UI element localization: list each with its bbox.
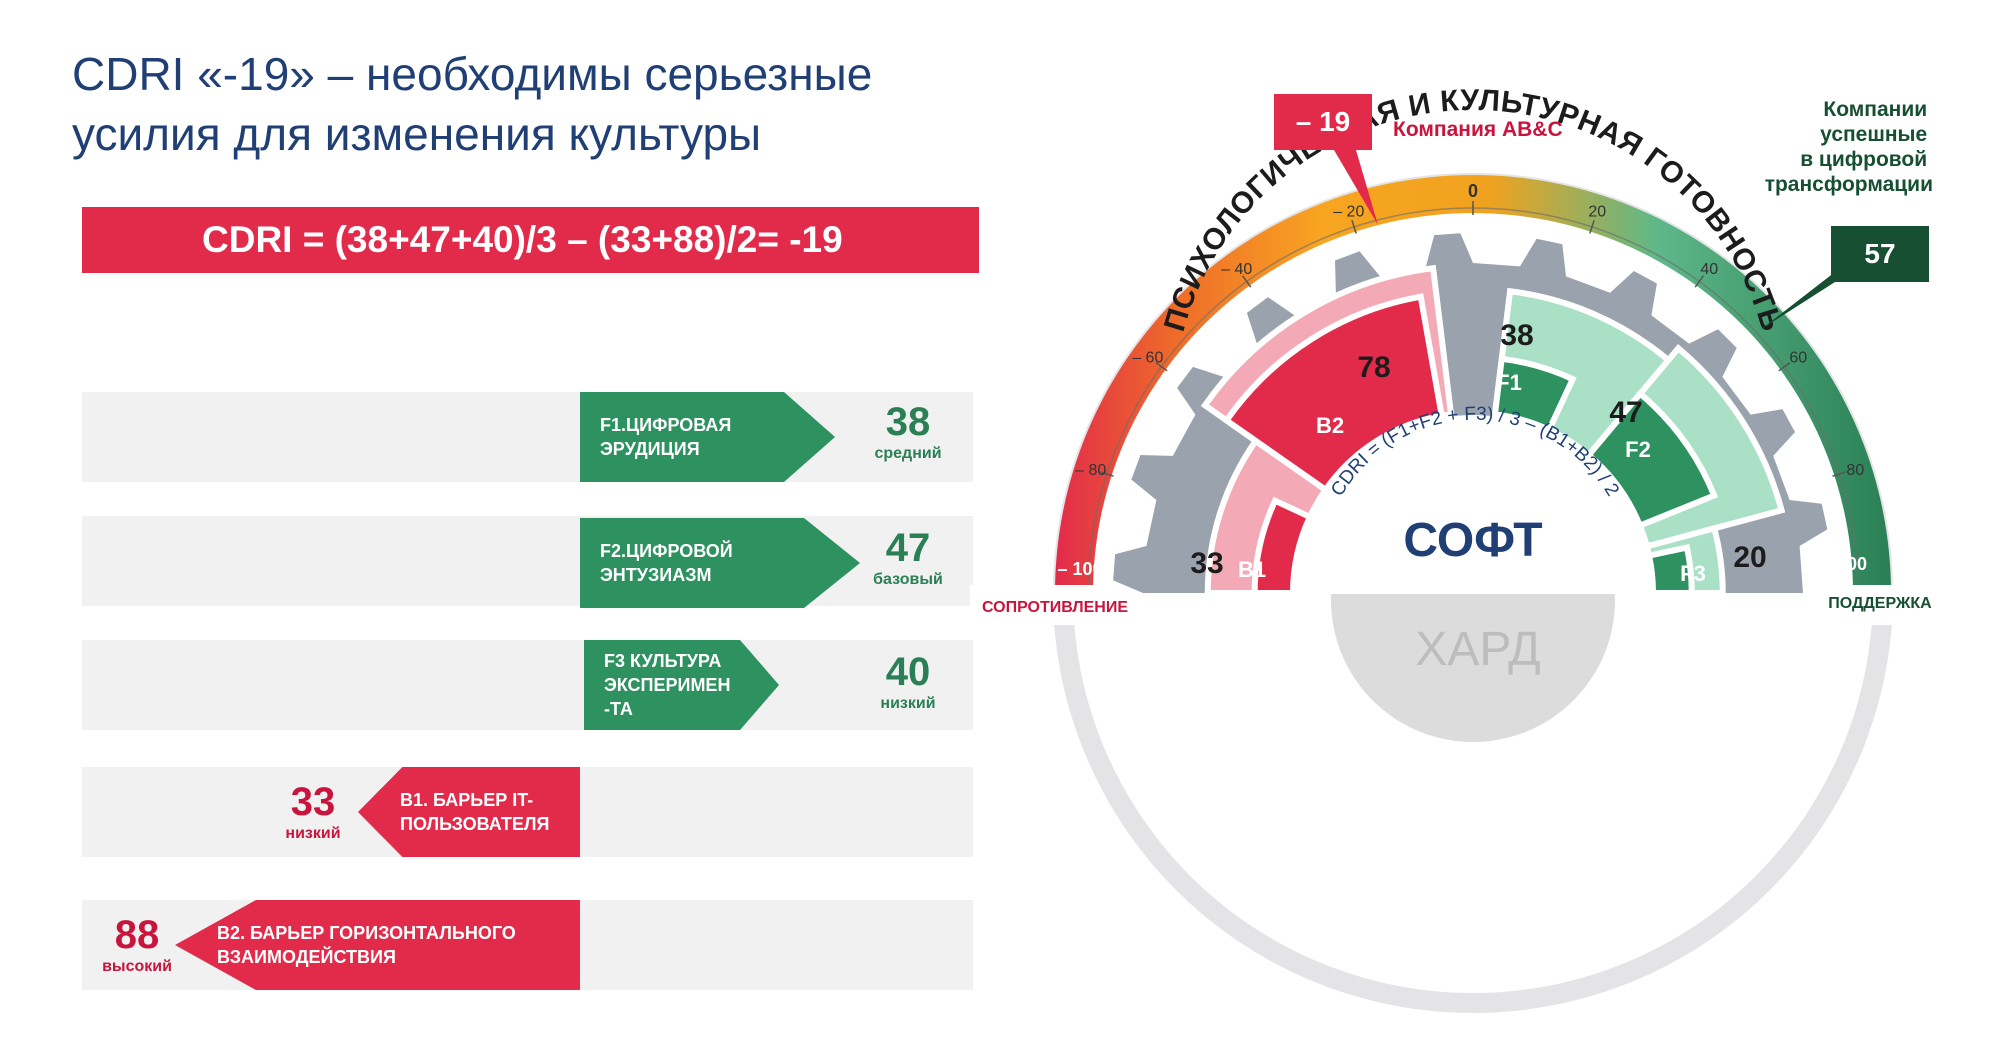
scale-tick-mark xyxy=(1694,275,1705,288)
segment-f1-name: F1 xyxy=(1496,370,1522,395)
page-title-line1: CDRI «-19» – необходимы серьезные xyxy=(72,48,873,100)
segment-f3-name: F3 xyxy=(1680,561,1706,586)
hard-label: ХАРД xyxy=(1415,623,1540,676)
soft-label: СОФТ xyxy=(1403,514,1542,567)
factor-tag-f2: F2.ЦИФРОВОЙ ЭНТУЗИАЗМ xyxy=(580,518,860,608)
scale-tick-mark xyxy=(1778,361,1791,372)
factor-score-b2-level: высокий xyxy=(102,958,172,975)
scale-tick-mark xyxy=(1241,275,1252,288)
factor-tag-f1-line2: ЭРУДИЦИЯ xyxy=(600,439,700,459)
segment-b2 xyxy=(1222,293,1446,494)
marker-company-label: Компания АВ&С xyxy=(1393,118,1563,141)
factor-score-f1: 38 средний xyxy=(853,400,963,464)
scale-tick-label: – 60 xyxy=(1132,350,1163,367)
factor-tag-f3-line1: F3 КУЛЬТУРА xyxy=(604,651,722,671)
factor-tag-b2: B2. БАРЬЕР ГОРИЗОНТАЛЬНОГО ВЗАИМОДЕЙСТВИ… xyxy=(175,900,580,990)
scale-tick-label: – 40 xyxy=(1221,261,1252,278)
factor-score-b2: 88 высокий xyxy=(82,913,192,977)
segment-f3-value: 20 xyxy=(1733,541,1766,574)
factor-score-f3-value: 40 xyxy=(885,650,931,694)
factor-score-b2-value: 88 xyxy=(114,913,160,957)
success-label-line3: в цифровой xyxy=(1800,148,1927,171)
page-title: CDRI «-19» – необходимы серьезные усилия… xyxy=(72,44,1032,164)
factor-tag-f3-line3: -ТА xyxy=(604,699,633,719)
scale-tick-label: 20 xyxy=(1588,204,1606,221)
factor-tag-f3-line2: ЭКСПЕРИМЕН xyxy=(604,675,731,695)
segment-b1-name: B1 xyxy=(1238,557,1266,582)
scale-tick-label: – 80 xyxy=(1075,462,1106,479)
factor-score-f3: 40 низкий xyxy=(853,650,963,714)
segment-f2-value: 47 xyxy=(1609,396,1642,429)
factor-score-f1-value: 38 xyxy=(885,400,931,444)
core-divider xyxy=(1300,588,1646,594)
factor-score-f1-level: средний xyxy=(874,445,942,462)
factor-score-f2-value: 47 xyxy=(885,526,931,570)
success-label-line2: успешные xyxy=(1820,123,1927,146)
factor-score-f2-level: базовый xyxy=(873,571,943,588)
right-label-bg xyxy=(1800,585,1960,625)
factor-score-b1-value: 33 xyxy=(290,780,336,824)
factor-row-f3 xyxy=(82,640,973,730)
marker-value: – 19 xyxy=(1296,106,1351,137)
segment-b2-value: 78 xyxy=(1357,351,1390,384)
factor-tag-b1-line1: B1. БАРЬЕР IT- xyxy=(400,790,534,810)
factor-score-f3-level: низкий xyxy=(880,695,936,712)
scale-tick-label: 40 xyxy=(1700,261,1718,278)
factor-tag-b2-line1: B2. БАРЬЕР ГОРИЗОНТАЛЬНОГО xyxy=(217,923,516,943)
resistance-label: СОПРОТИВЛЕНИЕ xyxy=(982,599,1128,616)
core-soft-half xyxy=(1331,451,1615,593)
success-label-line4: трансформации xyxy=(1765,173,1933,196)
factor-tag-f1: F1.ЦИФРОВАЯ ЭРУДИЦИЯ xyxy=(580,392,835,482)
scale-tick-label: – 20 xyxy=(1333,204,1364,221)
factor-tag-b1: B1. БАРЬЕР IT- ПОЛЬЗОВАТЕЛЯ xyxy=(358,767,580,857)
scale-tick-mark xyxy=(1155,361,1168,372)
scale-tick-mark xyxy=(1099,471,1114,477)
segment-f3 xyxy=(1645,543,1695,596)
success-pointer xyxy=(1760,272,1835,330)
page-title-line2: усилия для изменения культуры xyxy=(72,108,762,160)
scale-tick-mark xyxy=(1351,219,1357,234)
cdri-formula-banner: CDRI = (38+47+40)/3 – (33+88)/2= -19 xyxy=(82,207,979,273)
segment-b1-value: 33 xyxy=(1190,547,1223,580)
success-label: Компании успешные в цифровой трансформац… xyxy=(1765,98,1933,196)
factor-tag-f1-line1: F1.ЦИФРОВАЯ xyxy=(600,415,732,435)
scale-tick-label: – 100 xyxy=(1057,559,1102,579)
support-label: ПОДДЕРЖКА xyxy=(1828,595,1932,612)
factor-score-b1: 33 низкий xyxy=(258,780,368,844)
factor-score-b1-level: низкий xyxy=(285,825,341,842)
segment-b2-name: B2 xyxy=(1316,413,1344,438)
success-value: 57 xyxy=(1864,238,1895,269)
factor-tag-f3: F3 КУЛЬТУРА ЭКСПЕРИМЕН -ТА xyxy=(584,640,779,730)
scale-tick-mark xyxy=(1832,471,1847,477)
scale-tick-label: 60 xyxy=(1789,350,1807,367)
segment-f1-value: 38 xyxy=(1500,319,1533,352)
success-box xyxy=(1831,226,1929,282)
segment-f1 xyxy=(1491,355,1577,434)
factor-tag-b2-line2: ВЗАИМОДЕЙСТВИЯ xyxy=(217,947,396,967)
success-label-line1: Компании xyxy=(1823,98,1927,121)
factor-tag-f2-line1: F2.ЦИФРОВОЙ xyxy=(600,541,733,561)
scale-tick-mark xyxy=(1589,219,1595,234)
factor-tag-f2-line2: ЭНТУЗИАЗМ xyxy=(600,565,712,585)
scale-tick-label: 100 xyxy=(1837,554,1867,574)
scale-ticks: – 100 – 80 – 60 – 40 – 20 0 20 40 60 80 100 xyxy=(1057,181,1867,579)
readiness-segments: 33 B1 78 B2 38 F1 47 F2 20 F3 xyxy=(1190,264,1786,596)
segment-f2 xyxy=(1584,389,1719,530)
scale-tick-label: 80 xyxy=(1846,462,1864,479)
scale-tick-label: 0 xyxy=(1468,181,1478,201)
factor-tag-b1-line2: ПОЛЬЗОВАТЕЛЯ xyxy=(400,814,550,834)
marker-box xyxy=(1274,94,1372,150)
marker-pointer xyxy=(1334,150,1378,225)
segment-f2-name: F2 xyxy=(1625,437,1651,462)
segment-b1 xyxy=(1251,496,1314,596)
factor-score-f2: 47 базовый xyxy=(853,526,963,590)
left-label-bg xyxy=(970,585,1140,625)
